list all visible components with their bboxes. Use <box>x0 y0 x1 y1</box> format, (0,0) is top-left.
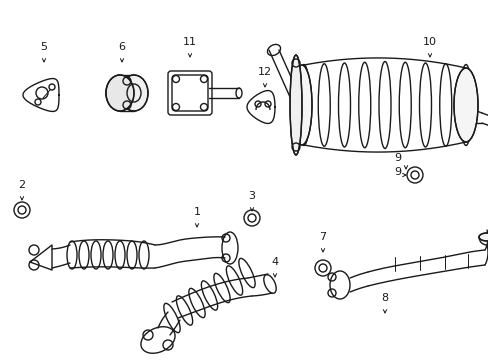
Ellipse shape <box>120 75 148 111</box>
Text: 9: 9 <box>394 153 401 163</box>
Ellipse shape <box>478 233 488 241</box>
Text: 11: 11 <box>183 37 197 47</box>
Ellipse shape <box>453 68 477 142</box>
Text: 1: 1 <box>193 207 200 217</box>
Text: 4: 4 <box>271 257 278 267</box>
Text: 5: 5 <box>41 42 47 52</box>
Text: 3: 3 <box>248 191 255 201</box>
Text: 12: 12 <box>257 67 271 77</box>
Text: 8: 8 <box>381 293 388 303</box>
Text: 9: 9 <box>394 167 401 177</box>
Text: 2: 2 <box>19 180 25 190</box>
Ellipse shape <box>289 55 302 155</box>
Ellipse shape <box>291 65 311 145</box>
Text: 10: 10 <box>422 37 436 47</box>
Ellipse shape <box>106 75 134 111</box>
Text: 7: 7 <box>319 232 326 242</box>
Text: 6: 6 <box>118 42 125 52</box>
